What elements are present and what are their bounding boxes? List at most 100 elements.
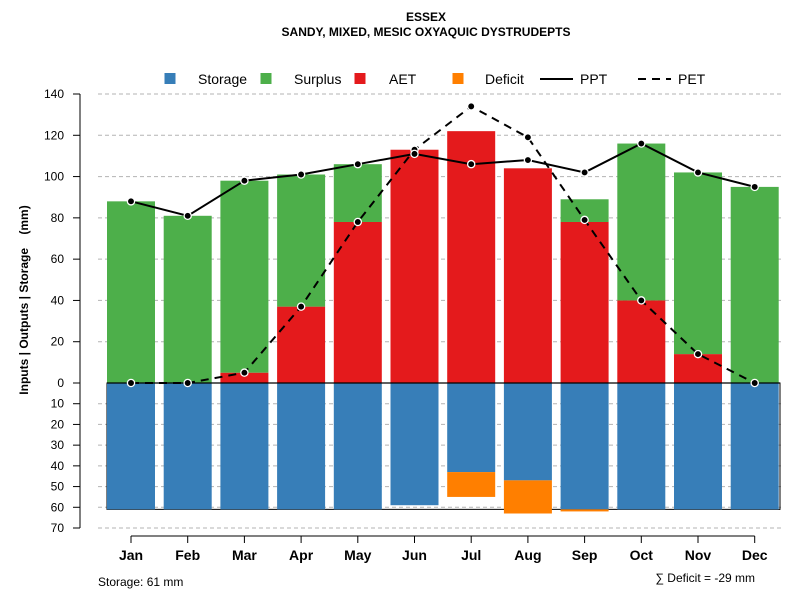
y-axis-label: Inputs | Outputs | Storage (mm) (17, 205, 31, 394)
legend-swatch-surplus (260, 73, 272, 84)
point-ppt-dec (750, 182, 759, 192)
point-pet-may (353, 217, 363, 227)
bar-aet-mar (220, 372, 269, 383)
bar-surplus-oct (617, 143, 666, 301)
bar-aet-oct (617, 300, 666, 383)
series-lines (126, 102, 759, 388)
legend-label-storage: Storage (198, 71, 247, 87)
bar-storage-nov (674, 383, 722, 510)
legend-label-surplus: Surplus (294, 71, 341, 87)
x-tick-label-apr: Apr (289, 547, 314, 563)
bar-aet-jul (447, 131, 496, 383)
bar-aet-jun (390, 149, 439, 383)
bar-storage-jun (390, 383, 439, 506)
chart-title: ESSEX (406, 10, 446, 24)
y-tick-label-upper-20: 20 (51, 335, 65, 349)
bar-storage-may (333, 383, 382, 510)
point-pet-sep (580, 215, 589, 225)
chart-subtitle: SANDY, MIXED, MESIC OXYAQUIC DYSTRUDEPTS (282, 25, 571, 39)
point-ppt-mar (240, 176, 249, 185)
point-ppt-sep (580, 168, 589, 177)
point-pet-jan (126, 378, 136, 388)
bar-surplus-nov (674, 172, 722, 355)
point-ppt-jun (410, 149, 419, 159)
x-tick-label-sep: Sep (572, 547, 598, 563)
bar-storage-apr (277, 383, 326, 510)
legend-item-deficit: Deficit (452, 71, 524, 87)
point-pet-nov (693, 349, 703, 359)
bar-storage-sep (560, 383, 609, 510)
y-tick-label-upper-100: 100 (44, 170, 64, 184)
bar-aet-may (333, 221, 382, 383)
bar-storage-aug (503, 383, 552, 481)
point-ppt-apr (296, 170, 306, 179)
point-ppt-jul (466, 159, 476, 169)
point-pet-aug (523, 133, 533, 142)
legend-item-storage: Storage (164, 71, 247, 87)
y-tick-label-lower-60: 60 (51, 500, 65, 514)
line-ppt (130, 142, 755, 217)
axes: 0 20 40 60 80 100 120 140 10 20 30 40 50 60 70 Jan Feb Ma… (44, 87, 768, 563)
legend-label-deficit: Deficit (485, 71, 524, 87)
legend: Storage Surplus AET Deficit PPT PET (164, 71, 706, 87)
y-tick-label-lower-10: 10 (51, 397, 65, 411)
legend-item-aet: AET (354, 71, 417, 87)
legend-label-pet: PET (678, 71, 706, 87)
bar-surplus-sep (560, 199, 609, 222)
bar-deficit-sep (560, 509, 609, 512)
storage-note: Storage: 61 mm (98, 575, 183, 589)
point-ppt-jan (126, 197, 136, 206)
bar-deficit-jul (447, 472, 496, 497)
point-ppt-oct (637, 139, 646, 148)
bar-surplus-jan (107, 201, 155, 383)
legend-swatch-deficit (452, 73, 464, 84)
y-tick-label-upper-40: 40 (51, 293, 65, 307)
y-tick-label-lower-20: 20 (51, 417, 65, 431)
legend-item-pet: PET (638, 71, 706, 87)
deficit-sum-note: ∑ Deficit = -29 mm (655, 571, 755, 585)
point-pet-jul (466, 102, 476, 111)
legend-swatch-aet (354, 73, 366, 84)
bars (107, 131, 780, 514)
bar-surplus-dec (730, 186, 779, 383)
point-pet-feb (183, 378, 192, 388)
legend-label-ppt: PPT (580, 71, 608, 87)
bar-storage-oct (617, 383, 666, 510)
bar-surplus-feb (163, 215, 212, 383)
bar-surplus-apr (277, 174, 326, 307)
point-ppt-feb (183, 211, 192, 221)
x-tick-label-dec: Dec (742, 547, 768, 563)
x-tick-label-feb: Feb (175, 547, 200, 563)
bar-aet-apr (277, 306, 326, 383)
y-tick-label-upper-0: 0 (57, 376, 64, 390)
x-tick-label-jan: Jan (119, 547, 143, 563)
bar-storage-jul (447, 383, 496, 473)
y-tick-label-upper-140: 140 (44, 87, 64, 101)
y-tick-label-lower-30: 30 (51, 438, 65, 452)
bar-storage-feb (163, 383, 212, 510)
bar-aet-nov (674, 354, 722, 383)
y-tick-label-upper-80: 80 (51, 211, 65, 225)
point-pet-apr (296, 302, 306, 311)
bar-storage-dec (730, 383, 779, 510)
point-pet-dec (750, 378, 759, 388)
y-tick-label-lower-50: 50 (51, 480, 65, 494)
x-tick-label-aug: Aug (514, 547, 541, 563)
x-tick-label-jun: Jun (402, 547, 427, 563)
bar-deficit-aug (503, 480, 552, 514)
point-ppt-nov (693, 168, 703, 177)
legend-label-aet: AET (389, 71, 417, 87)
point-pet-oct (637, 296, 646, 305)
point-ppt-may (353, 159, 363, 169)
bar-surplus-may (333, 164, 382, 222)
legend-item-surplus: Surplus (260, 71, 341, 87)
x-tick-label-jul: Jul (461, 547, 481, 563)
legend-item-ppt: PPT (540, 71, 608, 87)
legend-swatch-storage (164, 73, 176, 84)
x-tick-label-may: May (344, 547, 371, 563)
point-ppt-aug (523, 155, 533, 165)
bar-storage-jan (107, 383, 155, 510)
y-tick-label-upper-120: 120 (44, 128, 64, 142)
